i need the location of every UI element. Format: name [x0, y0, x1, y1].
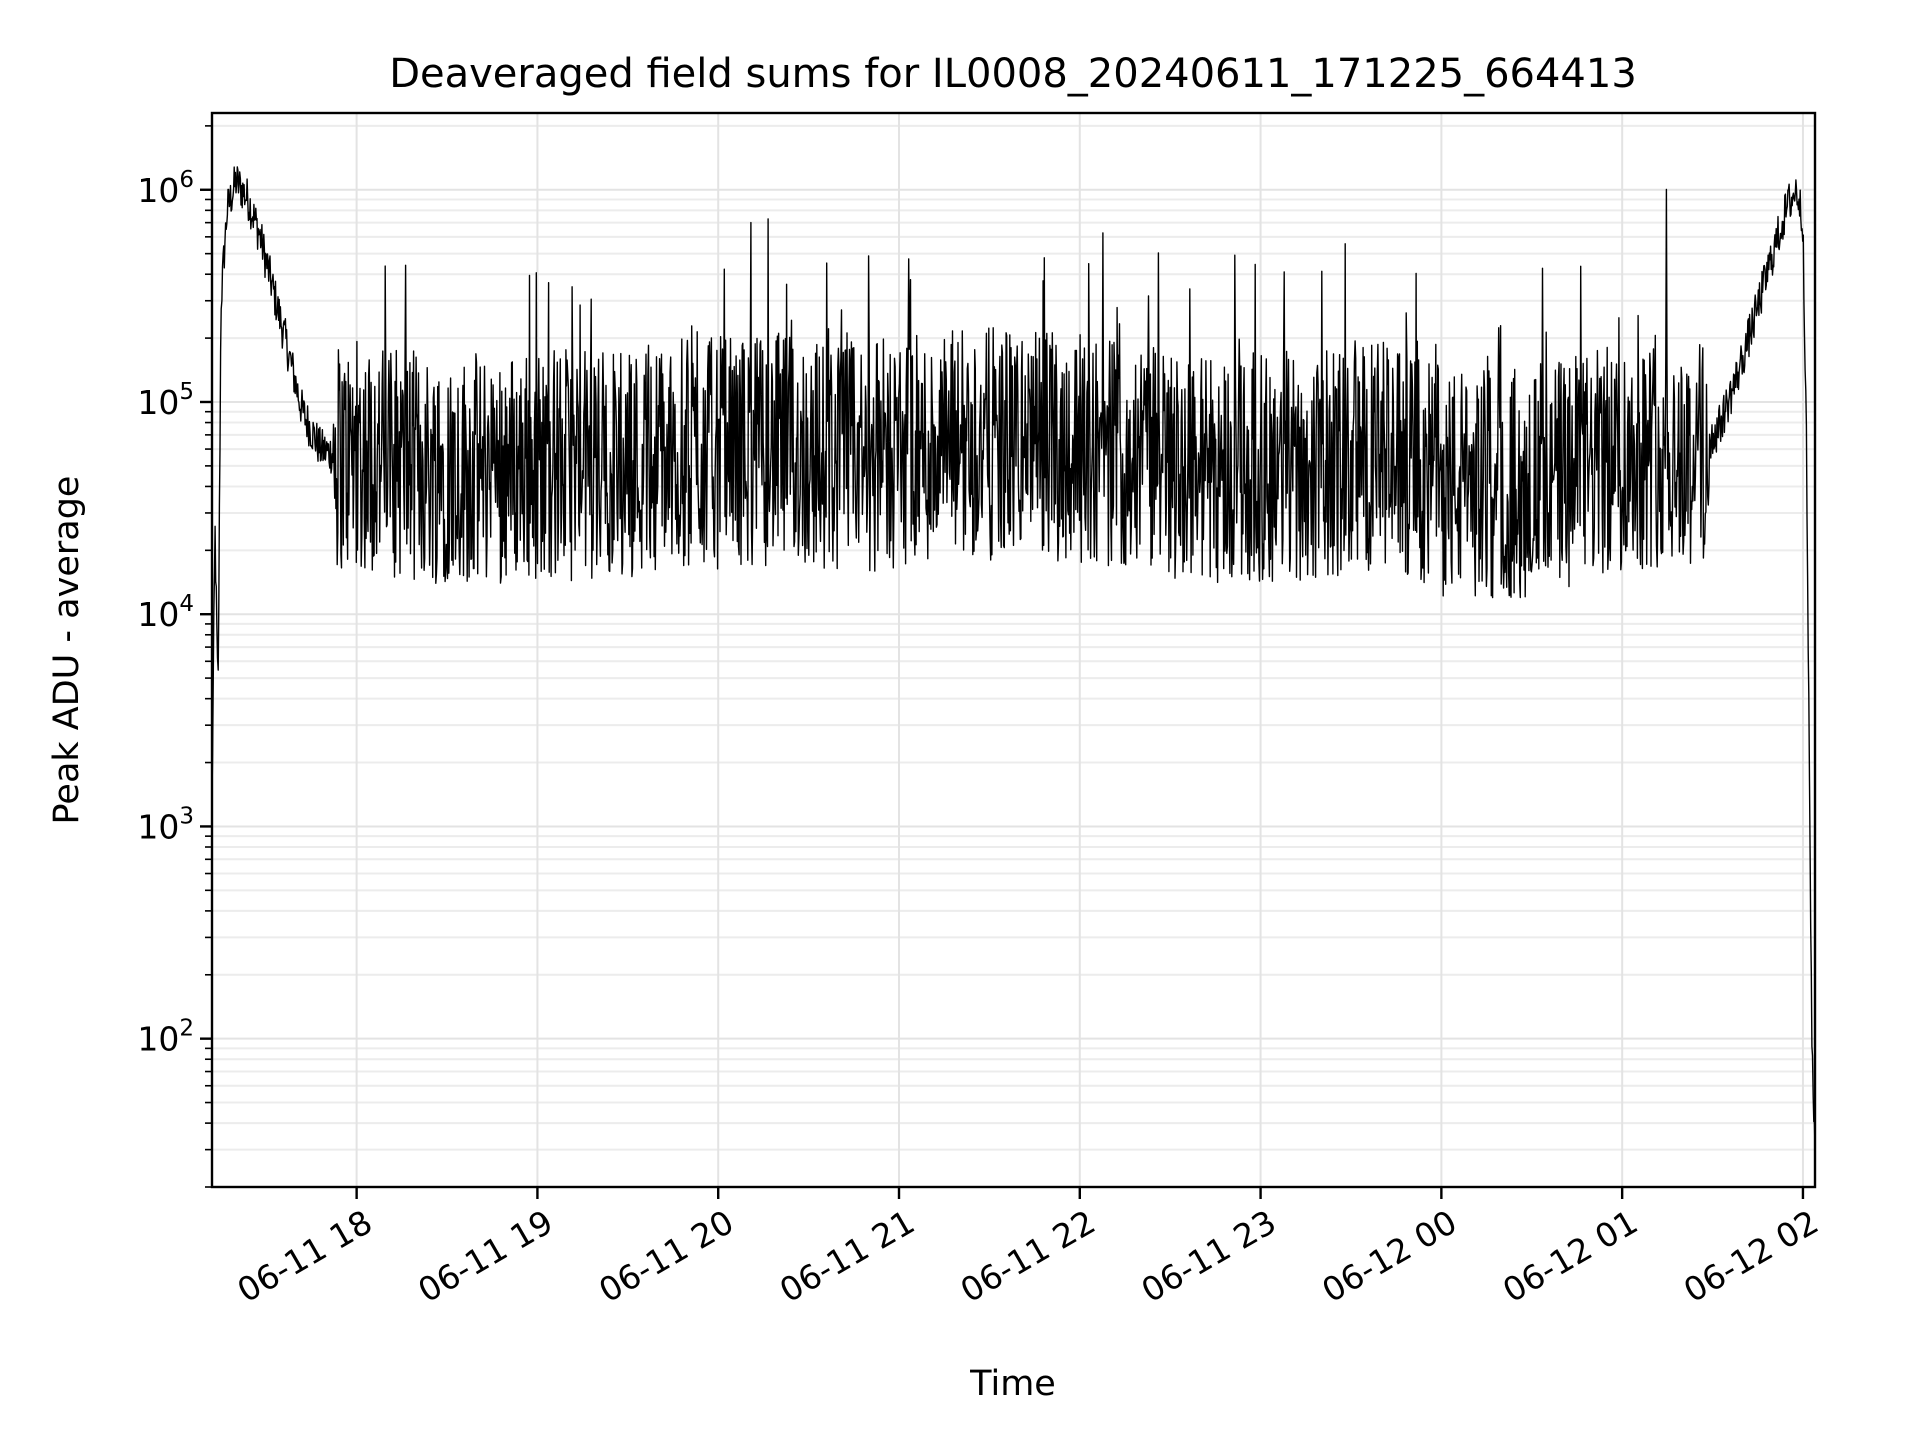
x-tick-label: 06-11 18	[231, 1202, 379, 1310]
y-axis-label: Peak ADU - average	[47, 476, 87, 825]
grid-lines	[212, 113, 1815, 1188]
x-axis-label: Time	[969, 1364, 1056, 1404]
x-tick-label: 06-11 20	[592, 1202, 740, 1310]
x-tick-label: 06-12 01	[1496, 1202, 1644, 1310]
y-tick-label: 102	[137, 1016, 194, 1059]
y-tick-label: 104	[137, 591, 194, 634]
x-tick-label: 06-12 00	[1315, 1202, 1463, 1310]
y-tick-label: 103	[137, 803, 194, 846]
axis-ticks	[200, 125, 1805, 1199]
y-tick-label: 106	[137, 167, 194, 210]
x-tick-label: 06-11 19	[411, 1202, 559, 1310]
x-tick-label: 06-12 02	[1677, 1202, 1825, 1310]
x-tick-label: 06-11 21	[773, 1202, 921, 1310]
chart-title: Deaveraged field sums for IL0008_2024061…	[389, 51, 1637, 97]
plot-area-frame	[210, 111, 1817, 1189]
x-tick-label: 06-11 23	[1135, 1202, 1283, 1310]
y-tick-label: 105	[137, 379, 194, 422]
x-tick-label: 06-11 22	[954, 1202, 1102, 1310]
series-line	[211, 166, 1816, 1149]
data-series	[211, 166, 1816, 1149]
